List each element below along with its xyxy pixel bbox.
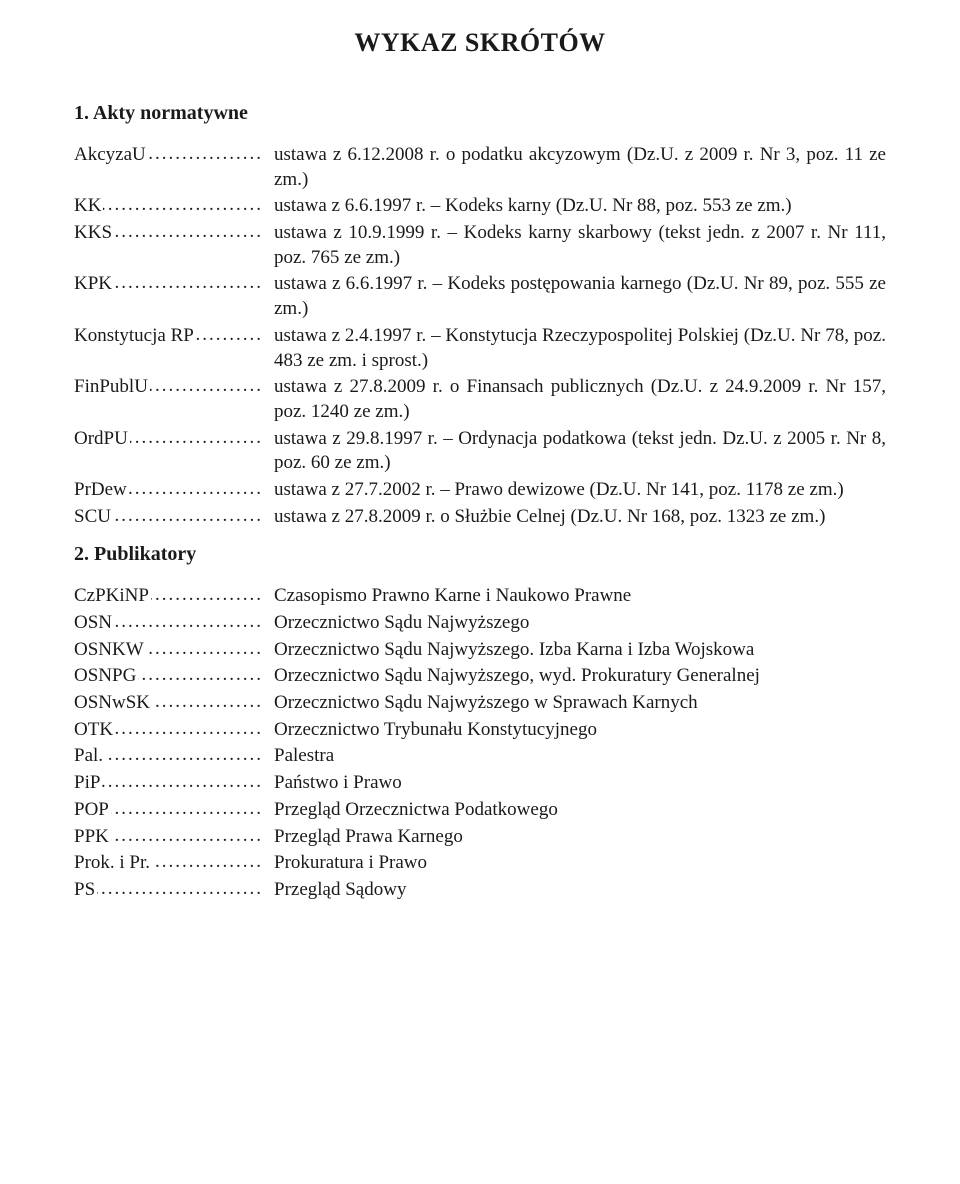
abbrev-def: Prokuratura i Prawo (264, 851, 886, 876)
abbrev-term: PrDew (74, 478, 264, 503)
abbrev-term: KPK (74, 272, 264, 297)
abbrev-row: SCU ustawa z 27.8.2009 r. o Służbie Celn… (74, 505, 886, 530)
abbrev-term: PPK (74, 825, 264, 850)
abbrev-term: KK (74, 194, 264, 219)
abbrev-def: ustawa z 27.7.2002 r. – Prawo dewizowe (… (264, 478, 886, 503)
abbrev-term: FinPublU (74, 375, 264, 400)
abbrev-def: ustawa z 6.6.1997 r. – Kodeks postępowan… (264, 272, 886, 321)
abbrev-term-text: Pal. (74, 745, 105, 766)
abbrev-def: Czasopismo Prawno Karne i Naukowo Prawne (264, 584, 886, 609)
abbrev-term-text: OSNPG (74, 665, 138, 686)
abbrev-def: Przegląd Prawa Karnego (264, 825, 886, 850)
section-heading-1: 1. Akty normatywne (74, 102, 886, 125)
abbrev-term: OTK (74, 718, 264, 743)
abbrev-term-text: KKS (74, 222, 114, 243)
abbrev-term: AkcyzaU (74, 143, 264, 168)
abbrev-term: OSN (74, 611, 264, 636)
abbrev-term-text: PiP (74, 772, 102, 793)
abbrev-row: Konstytucja RP ustawa z 2.4.1997 r. – Ko… (74, 324, 886, 373)
abbrev-row: CzPKiNP Czasopismo Prawno Karne i Naukow… (74, 584, 886, 609)
abbrev-row: OSNKW Orzecznictwo Sądu Najwyższego. Izb… (74, 638, 886, 663)
abbrev-def: Orzecznictwo Sądu Najwyższego (264, 611, 886, 636)
abbrev-term-text: OSN (74, 612, 114, 633)
abbrev-term-text: OTK (74, 719, 115, 740)
abbrev-term-text: OSNKW (74, 639, 146, 660)
abbrev-term-text: Prok. i Pr. (74, 852, 152, 873)
page-title: WYKAZ SKRÓTÓW (74, 28, 886, 58)
abbrev-term-text: PS (74, 879, 97, 900)
abbrev-row: AkcyzaU ustawa z 6.12.2008 r. o podatku … (74, 143, 886, 192)
abbrev-term-text: FinPublU (74, 376, 150, 397)
abbrev-term: Prok. i Pr. (74, 851, 264, 876)
abbrev-row: PrDew ustawa z 27.7.2002 r. – Prawo dewi… (74, 478, 886, 503)
abbrev-row: POP Przegląd Orzecznictwa Podatkowego (74, 798, 886, 823)
abbrev-row: PPK Przegląd Prawa Karnego (74, 825, 886, 850)
abbrev-row: OrdPU ustawa z 29.8.1997 r. – Ordynacja … (74, 427, 886, 476)
abbrev-def: Orzecznictwo Sądu Najwyższego, wyd. Prok… (264, 664, 886, 689)
section-heading-2: 2. Publikatory (74, 543, 886, 566)
abbrev-def: ustawa z 2.4.1997 r. – Konstytucja Rzecz… (264, 324, 886, 373)
abbrev-row: KKS ustawa z 10.9.1999 r. – Kodeks karny… (74, 221, 886, 270)
abbrev-term: OrdPU (74, 427, 264, 452)
abbrev-term: Konstytucja RP (74, 324, 264, 349)
abbrev-def: Orzecznictwo Sądu Najwyższego w Sprawach… (264, 691, 886, 716)
abbrev-def: Orzecznictwo Trybunału Konstytucyjnego (264, 718, 886, 743)
abbrev-term-text: CzPKiNP (74, 585, 151, 606)
abbrev-def: ustawa z 6.12.2008 r. o podatku akcyzowy… (264, 143, 886, 192)
page: WYKAZ SKRÓTÓW 1. Akty normatywne AkcyzaU… (0, 0, 960, 945)
abbrev-def: Państwo i Prawo (264, 771, 886, 796)
abbrev-term-text: KK (74, 195, 103, 216)
abbrev-def: Przegląd Orzecznictwa Podatkowego (264, 798, 886, 823)
entries-list-1: AkcyzaU ustawa z 6.12.2008 r. o podatku … (74, 143, 886, 529)
abbrev-term-text: PrDew (74, 479, 129, 500)
abbrev-term-text: OrdPU (74, 428, 130, 449)
abbrev-term-text: POP (74, 799, 111, 820)
abbrev-row: KK ustawa z 6.6.1997 r. – Kodeks karny (… (74, 194, 886, 219)
abbrev-term: Pal. (74, 744, 264, 769)
entries-list-2: CzPKiNP Czasopismo Prawno Karne i Naukow… (74, 584, 886, 902)
abbrev-def: ustawa z 6.6.1997 r. – Kodeks karny (Dz.… (264, 194, 886, 219)
abbrev-row: KPK ustawa z 6.6.1997 r. – Kodeks postęp… (74, 272, 886, 321)
abbrev-row: OTK Orzecznictwo Trybunału Konstytucyjne… (74, 718, 886, 743)
abbrev-term-text: Konstytucja RP (74, 325, 196, 346)
abbrev-def: Palestra (264, 744, 886, 769)
abbrev-term-text: OSNwSK (74, 692, 152, 713)
abbrev-term: SCU (74, 505, 264, 530)
abbrev-term: OSNPG (74, 664, 264, 689)
abbrev-row: PiP Państwo i Prawo (74, 771, 886, 796)
abbrev-def: ustawa z 29.8.1997 r. – Ordynacja podatk… (264, 427, 886, 476)
abbrev-row: FinPublU ustawa z 27.8.2009 r. o Finansa… (74, 375, 886, 424)
abbrev-def: Orzecznictwo Sądu Najwyższego. Izba Karn… (264, 638, 886, 663)
abbrev-term-text: KPK (74, 273, 114, 294)
abbrev-term-text: PPK (74, 826, 111, 847)
abbrev-row: Pal. Palestra (74, 744, 886, 769)
abbrev-term: POP (74, 798, 264, 823)
abbrev-term: PiP (74, 771, 264, 796)
abbrev-row: OSNPG Orzecznictwo Sądu Najwyższego, wyd… (74, 664, 886, 689)
abbrev-term: OSNwSK (74, 691, 264, 716)
abbrev-def: ustawa z 27.8.2009 r. o Finansach public… (264, 375, 886, 424)
abbrev-row: OSNwSK Orzecznictwo Sądu Najwyższego w S… (74, 691, 886, 716)
abbrev-term: CzPKiNP (74, 584, 264, 609)
abbrev-term-text: AkcyzaU (74, 144, 148, 165)
abbrev-def: ustawa z 27.8.2009 r. o Służbie Celnej (… (264, 505, 886, 530)
abbrev-term: OSNKW (74, 638, 264, 663)
abbrev-def: Przegląd Sądowy (264, 878, 886, 903)
abbrev-row: PS Przegląd Sądowy (74, 878, 886, 903)
abbrev-term: PS (74, 878, 264, 903)
abbrev-row: Prok. i Pr. Prokuratura i Prawo (74, 851, 886, 876)
abbrev-def: ustawa z 10.9.1999 r. – Kodeks karny ska… (264, 221, 886, 270)
abbrev-term: KKS (74, 221, 264, 246)
abbrev-row: OSN Orzecznictwo Sądu Najwyższego (74, 611, 886, 636)
abbrev-term-text: SCU (74, 506, 113, 527)
